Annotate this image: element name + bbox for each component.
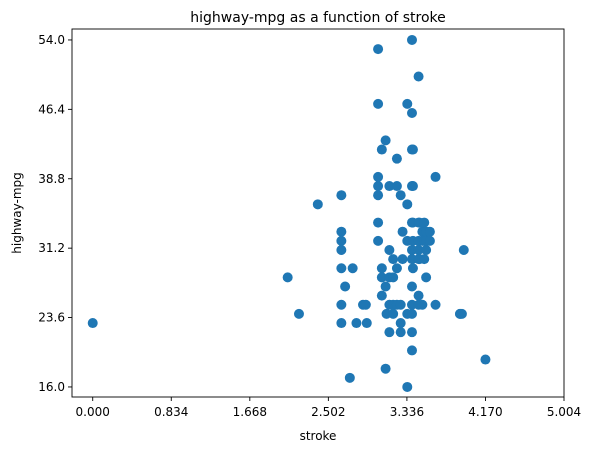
scatter-point bbox=[407, 181, 418, 192]
scatter-point bbox=[361, 318, 372, 329]
y-tick-label: 31.2 bbox=[38, 241, 65, 255]
scatter-point bbox=[336, 235, 347, 246]
scatter-point bbox=[373, 44, 384, 55]
y-tick-label: 16.0 bbox=[38, 380, 65, 394]
scatter-point bbox=[395, 299, 406, 310]
scatter-point bbox=[402, 199, 413, 210]
scatter-point bbox=[87, 318, 98, 329]
scatter-point bbox=[282, 272, 293, 283]
y-axis: 16.0 23.6 31.2 38.8 46.4 54.0 bbox=[38, 33, 72, 394]
scatter-point bbox=[413, 290, 424, 301]
scatter-point bbox=[395, 190, 406, 201]
scatter-point bbox=[360, 299, 371, 310]
scatter-point bbox=[402, 381, 413, 392]
scatter-point bbox=[417, 299, 428, 310]
scatter-point bbox=[421, 244, 432, 255]
scatter-point bbox=[373, 235, 384, 246]
x-tick-label: 1.668 bbox=[233, 405, 267, 419]
plot-area-frame bbox=[71, 28, 565, 398]
scatter-point bbox=[413, 71, 424, 82]
x-tick-label: 5.004 bbox=[547, 405, 581, 419]
y-tick-label: 54.0 bbox=[38, 33, 65, 47]
scatter-point bbox=[336, 318, 347, 329]
chart-title: highway-mpg as a function of stroke bbox=[190, 10, 445, 26]
scatter-point bbox=[380, 281, 391, 292]
y-axis-title: highway-mpg bbox=[10, 172, 24, 253]
scatter-point bbox=[413, 244, 424, 255]
x-tick-label: 4.170 bbox=[468, 405, 502, 419]
scatter-point bbox=[388, 272, 399, 283]
scatter-point bbox=[424, 226, 435, 237]
scatter-point bbox=[406, 345, 417, 356]
scatter-point bbox=[384, 327, 395, 338]
scatter-point bbox=[376, 272, 387, 283]
scatter-point bbox=[340, 281, 351, 292]
scatter-point bbox=[373, 171, 384, 182]
scatter-point bbox=[395, 327, 406, 338]
scatter-point bbox=[391, 263, 402, 274]
scatter-point bbox=[406, 281, 417, 292]
scatter-point bbox=[419, 254, 430, 265]
y-tick-label: 38.8 bbox=[38, 172, 65, 186]
scatter-point bbox=[424, 235, 435, 246]
scatter-point bbox=[397, 254, 408, 265]
scatter-point bbox=[336, 299, 347, 310]
scatter-point bbox=[395, 318, 406, 329]
y-tick-label: 46.4 bbox=[38, 102, 65, 116]
scatter-point bbox=[376, 263, 387, 274]
x-tick-label: 0.834 bbox=[154, 405, 188, 419]
scatter-point bbox=[336, 244, 347, 255]
scatter-point bbox=[344, 372, 355, 383]
x-tick-label: 0.000 bbox=[76, 405, 110, 419]
x-axis: 0.000 0.834 1.668 2.502 3.336 4.170 5.004 bbox=[76, 397, 581, 419]
scatter-point bbox=[397, 226, 408, 237]
scatter-points bbox=[87, 34, 491, 392]
scatter-point bbox=[373, 190, 384, 201]
scatter-point bbox=[373, 98, 384, 109]
scatter-point bbox=[293, 308, 304, 319]
scatter-point bbox=[376, 144, 387, 155]
scatter-point bbox=[406, 108, 417, 119]
scatter-point bbox=[406, 308, 417, 319]
scatter-point bbox=[336, 226, 347, 237]
scatter-point bbox=[388, 254, 399, 265]
scatter-point bbox=[388, 308, 399, 319]
scatter-point bbox=[384, 244, 395, 255]
scatter-point bbox=[380, 135, 391, 146]
scatter-point bbox=[380, 363, 391, 374]
scatter-point bbox=[480, 354, 491, 365]
scatter-point bbox=[402, 98, 413, 109]
scatter-point bbox=[407, 144, 418, 155]
scatter-point bbox=[391, 181, 402, 192]
scatter-point bbox=[419, 217, 430, 228]
scatter-point bbox=[430, 171, 441, 182]
scatter-point bbox=[406, 34, 417, 45]
scatter-point bbox=[373, 181, 384, 192]
scatter-point bbox=[407, 263, 418, 274]
scatter-point bbox=[430, 299, 441, 310]
y-tick-label: 23.6 bbox=[38, 311, 65, 325]
scatter-point bbox=[456, 308, 467, 319]
scatter-point bbox=[421, 272, 432, 283]
x-axis-title: stroke bbox=[300, 429, 337, 443]
scatter-point bbox=[312, 199, 323, 210]
scatter-point bbox=[336, 190, 347, 201]
scatter-point bbox=[406, 327, 417, 338]
scatter-point bbox=[458, 244, 469, 255]
scatter-point bbox=[336, 263, 347, 274]
scatter-point bbox=[351, 318, 362, 329]
scatter-point bbox=[391, 153, 402, 164]
scatter-point bbox=[384, 181, 395, 192]
x-tick-label: 3.336 bbox=[390, 405, 424, 419]
scatter-point bbox=[347, 263, 358, 274]
x-tick-label: 2.502 bbox=[311, 405, 345, 419]
scatter-point bbox=[373, 217, 384, 228]
scatter-point bbox=[376, 290, 387, 301]
